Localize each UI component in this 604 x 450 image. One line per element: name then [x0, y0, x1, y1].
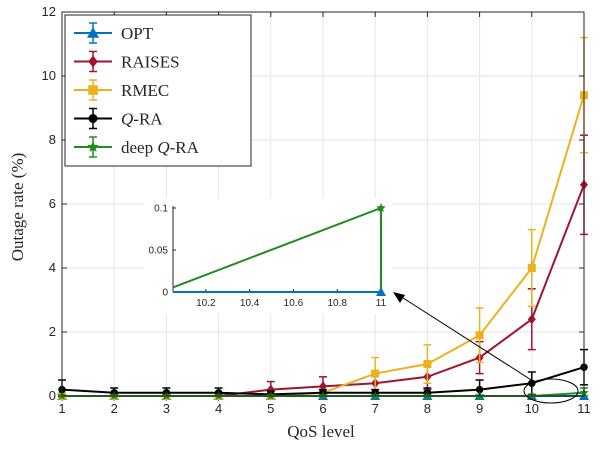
inset-x-tick-label: 10.8 — [327, 298, 347, 309]
inset-x-tick-label: 10.2 — [196, 298, 216, 309]
legend-marker — [88, 55, 98, 68]
inset-x-tick-label: 11 — [376, 298, 387, 309]
legend-entry-rmec: RMEC — [74, 79, 169, 101]
y-tick-label: 8 — [49, 132, 56, 147]
data-point-q-ra — [475, 385, 484, 394]
legend-entry-opt: OPT — [74, 22, 154, 44]
inset-chart: 10.2 10.4 10.6 10.8 11 0 0.05 0.1 — [144, 198, 392, 314]
x-tick-label: 3 — [163, 401, 170, 416]
inset-x-tick-label: 10.6 — [284, 298, 304, 309]
x-tick-label: 10 — [525, 401, 539, 416]
data-point-rmec — [527, 264, 536, 272]
x-tick-label: 7 — [372, 401, 379, 416]
x-tick-label: 5 — [267, 401, 274, 416]
legend-label: deep Q-RA — [121, 138, 200, 157]
axes — [61, 11, 585, 397]
zoom-arrow-head — [393, 292, 405, 303]
legend-label: RAISES — [121, 53, 180, 72]
x-tick-label: 2 — [111, 401, 118, 416]
legend-marker — [88, 85, 98, 95]
x-tick-label: 11 — [577, 401, 591, 416]
zoom-arrow-line — [399, 295, 537, 384]
legend: OPT RAISES RMEC Q-RA deep Q-RA — [64, 14, 252, 167]
legend-entry-deep-q-ra: deep Q-RA — [74, 136, 200, 158]
y-tick-label: 0 — [49, 388, 56, 403]
data-point-rmec — [371, 369, 380, 378]
inset-y-tick-label: 0 — [162, 288, 168, 299]
inset-x-tick-label: 10.4 — [240, 298, 260, 309]
x-tick-label: 1 — [58, 401, 65, 416]
x-tick-label: 8 — [424, 401, 431, 416]
legend-entry-q-ra: Q-RA — [74, 107, 163, 130]
y-tick-label: 2 — [49, 324, 56, 339]
y-tick-label: 4 — [49, 260, 56, 275]
inset-data-point-opt — [376, 287, 386, 296]
inset-background — [144, 198, 392, 314]
legend-entry-raises: RAISES — [74, 50, 180, 73]
legend-marker — [87, 27, 99, 38]
legend-label: RMEC — [121, 81, 169, 100]
inset-y-tick-label: 0.05 — [149, 246, 169, 257]
inset-y-tick-label: 0.1 — [154, 204, 168, 215]
zoom-ellipse — [523, 378, 579, 404]
data-point-rmec — [475, 331, 484, 340]
y-tick-label: 12 — [42, 4, 56, 19]
legend-label: OPT — [121, 24, 154, 43]
y-axis-title: Outage rate (%) — [8, 153, 27, 262]
legend-marker — [88, 114, 98, 123]
x-axis-title: QoS level — [287, 422, 355, 441]
y-tick-label: 10 — [42, 68, 56, 83]
data-point-rmec — [423, 360, 432, 368]
x-tick-label: 6 — [319, 401, 326, 416]
legend-label: Q-RA — [121, 110, 163, 129]
y-tick-label: 6 — [49, 196, 56, 211]
x-tick-label: 4 — [215, 401, 222, 416]
legend-marker — [87, 141, 99, 152]
x-tick-label: 9 — [476, 401, 483, 416]
data-point-raises — [527, 314, 536, 325]
inset-data-point-deep-q-ra — [376, 203, 386, 213]
inset-annotation — [393, 292, 579, 404]
